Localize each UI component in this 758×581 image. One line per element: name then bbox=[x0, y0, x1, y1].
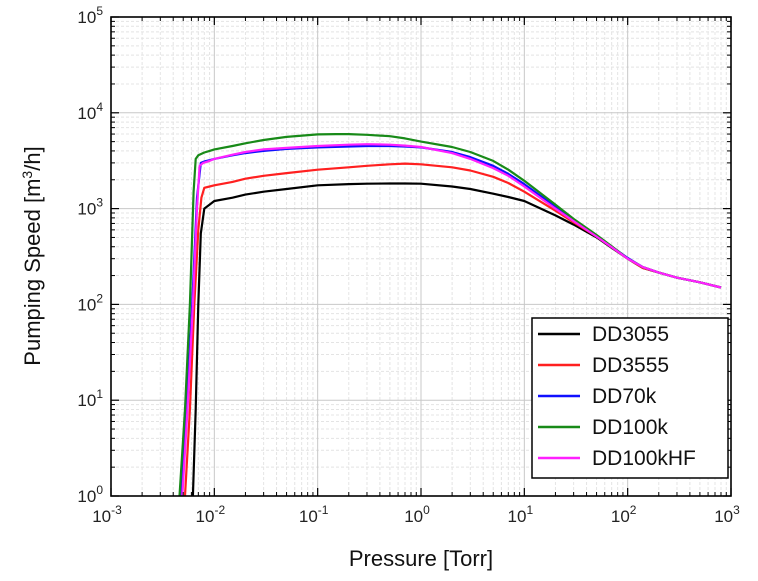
legend-label-dd3555: DD3555 bbox=[592, 354, 669, 377]
legend-label-dd100k: DD100k bbox=[592, 416, 668, 439]
y-tick-exponent: 5 bbox=[96, 4, 103, 18]
x-tick-label: 103 bbox=[714, 503, 740, 526]
x-tick-label: 100 bbox=[404, 503, 430, 526]
y-axis-title-main: Pumping Speed [m bbox=[20, 179, 45, 366]
y-tick-exponent: 1 bbox=[96, 387, 103, 401]
y-tick-base: 10 bbox=[77, 8, 96, 27]
y-tick-base: 10 bbox=[77, 391, 96, 410]
y-tick-label: 102 bbox=[77, 291, 103, 314]
x-tick-base: 10 bbox=[92, 507, 111, 526]
y-tick-exponent: 3 bbox=[96, 196, 103, 210]
y-tick-exponent: 4 bbox=[96, 100, 103, 114]
x-tick-base: 10 bbox=[714, 507, 733, 526]
legend-label-dd3055: DD3055 bbox=[592, 323, 669, 346]
legend: DD3055 DD3555 DD70k DD100k DD100kHF bbox=[531, 317, 729, 479]
x-tick-exponent: 0 bbox=[423, 503, 430, 517]
x-tick-exponent: -2 bbox=[214, 503, 225, 517]
y-tick-label: 100 bbox=[77, 483, 103, 506]
x-tick-base: 10 bbox=[196, 507, 215, 526]
y-axis-title-superscript: 3 bbox=[19, 171, 35, 179]
y-tick-base: 10 bbox=[77, 487, 96, 506]
y-tick-label: 105 bbox=[77, 4, 103, 27]
x-tick-exponent: 3 bbox=[733, 503, 740, 517]
series-layer bbox=[178, 133, 722, 497]
x-tick-base: 10 bbox=[611, 507, 630, 526]
x-tick-base: 10 bbox=[299, 507, 318, 526]
x-tick-label: 10-1 bbox=[299, 503, 329, 526]
y-tick-base: 10 bbox=[77, 200, 96, 219]
x-tick-label: 10-3 bbox=[92, 503, 122, 526]
y-tick-base: 10 bbox=[77, 104, 96, 123]
x-tick-label: 101 bbox=[508, 503, 534, 526]
legend-label-dd70k: DD70k bbox=[592, 385, 657, 408]
y-tick-label: 104 bbox=[77, 100, 103, 123]
y-tick-base: 10 bbox=[77, 295, 96, 314]
y-tick-exponent: 2 bbox=[96, 291, 103, 305]
x-tick-base: 10 bbox=[404, 507, 423, 526]
series-line-dd100khf bbox=[181, 143, 722, 497]
x-tick-labels: 10-3 10-2 10-1 100 101 102 103 bbox=[92, 503, 740, 526]
x-tick-exponent: 1 bbox=[526, 503, 533, 517]
y-axis-title: Pumping Speed [m3/h] bbox=[19, 146, 45, 365]
y-tick-label: 103 bbox=[77, 196, 103, 219]
legend-box bbox=[531, 317, 729, 479]
x-tick-base: 10 bbox=[508, 507, 527, 526]
x-tick-label: 10-2 bbox=[196, 503, 226, 526]
y-tick-exponent: 0 bbox=[96, 483, 103, 497]
x-tick-exponent: 2 bbox=[630, 503, 637, 517]
y-tick-label: 101 bbox=[77, 387, 103, 410]
legend-label-dd100khf: DD100kHF bbox=[592, 447, 696, 470]
y-axis-title-tail: /h] bbox=[20, 146, 45, 170]
x-axis-title: Pressure [Torr] bbox=[349, 546, 493, 571]
x-tick-label: 102 bbox=[611, 503, 637, 526]
x-tick-exponent: -1 bbox=[318, 503, 329, 517]
x-tick-exponent: -3 bbox=[111, 503, 122, 517]
